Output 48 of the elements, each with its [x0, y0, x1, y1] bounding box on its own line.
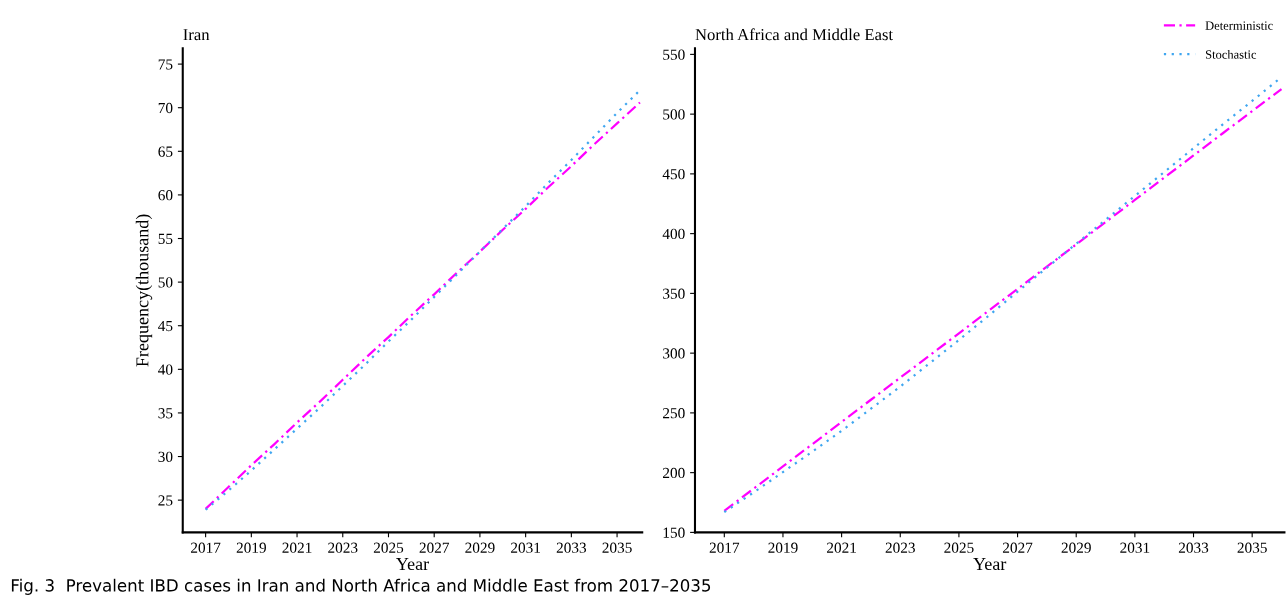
x-tick-label: 2029 [465, 542, 495, 553]
x-tick-label: 2035 [1237, 542, 1267, 553]
x-tick-label: 2027 [419, 542, 450, 553]
x-tick-label: 2029 [1061, 542, 1091, 553]
x-tick-label: 2025 [373, 542, 404, 553]
y-tick-label: 55 [158, 233, 173, 244]
y-tick-label: 25 [158, 495, 173, 506]
legend-label: Deterministic [1205, 21, 1273, 30]
x-tick-label: 2031 [511, 542, 540, 553]
y-tick-label: 40 [158, 364, 173, 375]
x-tick-label: 2017 [709, 542, 740, 553]
y-tick-label: 60 [158, 190, 173, 201]
x-tick-label: 2019 [236, 542, 266, 553]
y-tick-label: 75 [158, 59, 173, 70]
y-tick-label: 50 [158, 277, 173, 288]
x-tick-label: 2033 [1178, 542, 1209, 553]
x-tick-label: 2019 [768, 542, 798, 553]
y-tick-label: 70 [158, 102, 173, 114]
y-tick-label: 35 [158, 408, 173, 419]
y-tick-label: 250 [663, 408, 685, 419]
x-tick-label: 2027 [1002, 542, 1033, 553]
y-tick-label: 400 [662, 228, 685, 240]
x-tick-label: 2033 [556, 542, 587, 553]
y-tick-label: 450 [662, 169, 685, 180]
x-tick-label: 2025 [944, 542, 974, 553]
y-tick-label: 30 [158, 451, 173, 462]
y-tick-label: 300 [663, 348, 685, 359]
y-tick-label: 550 [663, 49, 685, 60]
chart-title: Iran [183, 29, 210, 41]
y-axis-title: Frequency(thousand) [135, 214, 153, 367]
y-tick-label: 350 [663, 288, 685, 299]
chart-title: North Africa and Middle East [695, 28, 893, 41]
x-tick-label: 2035 [602, 542, 632, 553]
y-tick-label: 45 [158, 320, 173, 332]
caption: Fig. 3 Prevalent IBD cases in Iran and North Africa and Middle East from 2017–2035 [11, 578, 711, 595]
x-tick-label: 2031 [1120, 542, 1150, 553]
x-tick-label: 2021 [827, 542, 856, 553]
x-tick-label: 2023 [885, 542, 915, 553]
x-tick-label: 2021 [282, 542, 312, 553]
y-tick-label: 500 [663, 109, 685, 120]
legend-label: Stochastic [1205, 49, 1257, 59]
y-tick-label: 200 [663, 467, 685, 479]
x-axis-title: Year [973, 558, 1007, 571]
y-tick-label: 150 [663, 527, 685, 538]
x-tick-label: 2017 [191, 542, 221, 553]
x-tick-label: 2023 [328, 542, 358, 553]
x-axis-title: Year [396, 558, 429, 571]
y-tick-label: 65 [158, 146, 173, 157]
